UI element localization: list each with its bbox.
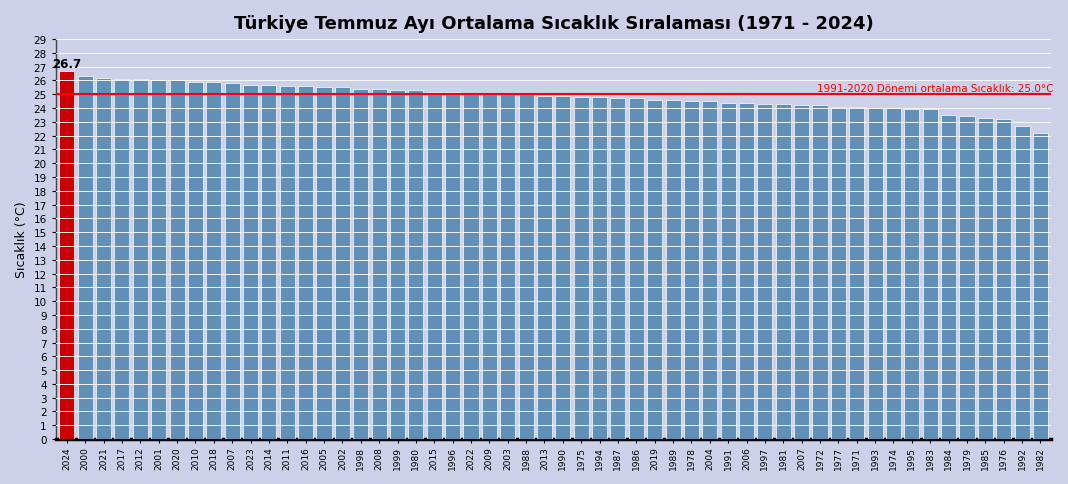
- Bar: [647, 101, 662, 439]
- Bar: [224, 84, 239, 439]
- Bar: [78, 77, 93, 439]
- Bar: [611, 99, 626, 439]
- Bar: [519, 95, 534, 439]
- Bar: [739, 104, 754, 439]
- Bar: [537, 96, 552, 439]
- Bar: [665, 101, 680, 439]
- Bar: [941, 116, 956, 439]
- Bar: [813, 106, 828, 439]
- Bar: [427, 92, 442, 439]
- Bar: [1033, 134, 1048, 439]
- Text: 1991-2020 Dönemi ortalama Sıcaklık: 25.0°C: 1991-2020 Dönemi ortalama Sıcaklık: 25.0…: [817, 84, 1053, 94]
- Bar: [132, 80, 147, 439]
- Bar: [170, 81, 185, 439]
- Bar: [795, 106, 810, 439]
- Bar: [152, 81, 167, 439]
- Bar: [60, 72, 75, 439]
- Bar: [905, 110, 920, 439]
- Bar: [354, 90, 368, 439]
- Bar: [335, 88, 350, 439]
- Bar: [316, 88, 331, 439]
- Bar: [298, 87, 313, 439]
- Bar: [684, 102, 698, 439]
- Y-axis label: Sıcaklık (°C): Sıcaklık (°C): [15, 201, 28, 278]
- Bar: [372, 90, 387, 439]
- Bar: [775, 105, 790, 439]
- Bar: [867, 109, 882, 439]
- Bar: [114, 80, 129, 439]
- Bar: [408, 91, 423, 439]
- Bar: [244, 86, 258, 439]
- Bar: [188, 83, 203, 439]
- Bar: [262, 86, 277, 439]
- Bar: [703, 102, 718, 439]
- Bar: [280, 87, 295, 439]
- Bar: [500, 95, 515, 439]
- Bar: [886, 109, 901, 439]
- Bar: [629, 99, 644, 439]
- Bar: [721, 104, 736, 439]
- Bar: [978, 119, 993, 439]
- Bar: [1015, 127, 1030, 439]
- Bar: [206, 83, 221, 439]
- Bar: [959, 117, 974, 439]
- Bar: [923, 110, 938, 439]
- Bar: [555, 96, 570, 439]
- Bar: [464, 94, 478, 439]
- Bar: [96, 78, 111, 439]
- Bar: [574, 98, 588, 439]
- Bar: [757, 105, 772, 439]
- Bar: [831, 107, 846, 439]
- Bar: [445, 92, 460, 439]
- Bar: [996, 120, 1011, 439]
- Bar: [592, 98, 607, 439]
- Bar: [482, 94, 497, 439]
- Title: Türkiye Temmuz Ayı Ortalama Sıcaklık Sıralaması (1971 - 2024): Türkiye Temmuz Ayı Ortalama Sıcaklık Sır…: [234, 15, 874, 33]
- Bar: [849, 107, 864, 439]
- Bar: [390, 91, 405, 439]
- Text: 26.7: 26.7: [52, 58, 81, 71]
